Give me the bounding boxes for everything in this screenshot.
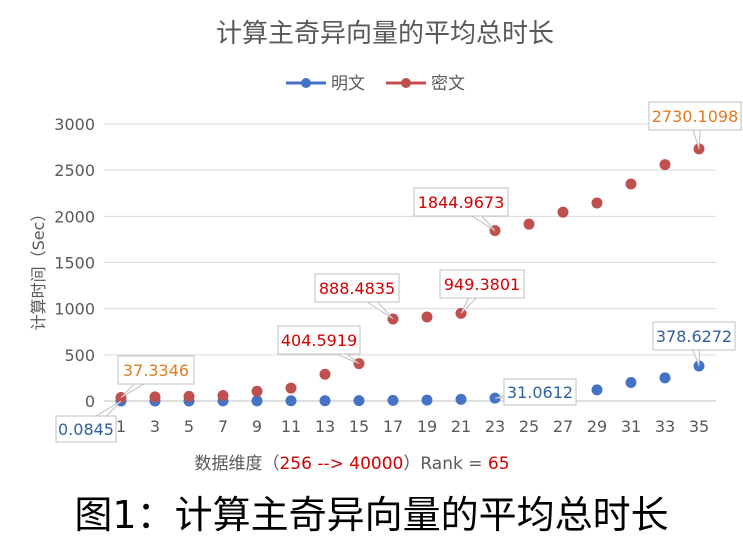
callout-label-7: 31.0612 — [507, 383, 573, 402]
point-series0-x33 — [659, 372, 671, 384]
point-series1-x7 — [217, 389, 229, 401]
legend-marker-1 — [401, 78, 411, 88]
x-tick-label-19: 19 — [417, 417, 437, 436]
x-axis-ticks: 1 3 5 7 9 11 13 15 17 19 21 23 25 27 29 31 33 35 — [116, 417, 709, 436]
callout-box-2 — [277, 325, 361, 355]
y-tick-label-0: 0 — [85, 392, 95, 411]
x-tick-label-23: 23 — [485, 417, 505, 436]
point-series1-x11 — [285, 382, 297, 394]
point-series0-x21 — [455, 393, 467, 405]
point-series1-x25 — [523, 218, 535, 230]
callout-box-5 — [413, 187, 509, 217]
figure-caption-text: 计算主奇异向量的平均总时长 — [174, 493, 669, 537]
x-axis-label-range: 256 --> 40000 — [279, 454, 403, 474]
point-series0-x29 — [591, 384, 603, 396]
point-series1-x31 — [625, 178, 637, 190]
point-series1-x3 — [149, 391, 161, 403]
point-series1-x13 — [319, 368, 331, 380]
x-tick-label-7: 7 — [218, 417, 228, 436]
point-series0-x19 — [421, 394, 433, 406]
legend: 明文 密文 — [286, 74, 465, 94]
point-series1-x19 — [421, 311, 433, 323]
point-series0-x17 — [387, 394, 399, 406]
y-tick-label-3000: 3000 — [54, 115, 95, 134]
callout-label-2: 404.5919 — [281, 331, 357, 350]
callout-label-0: 0.0845 — [58, 420, 114, 439]
y-tick-label-2000: 2000 — [54, 207, 95, 226]
x-axis-label-middle: ）Rank = — [403, 454, 488, 474]
callout-label-6: 2730.1098 — [652, 107, 739, 126]
x-tick-label-35: 35 — [689, 417, 709, 436]
data-points — [115, 143, 705, 407]
x-tick-label-29: 29 — [587, 417, 607, 436]
point-series1-x33 — [659, 159, 671, 171]
legend-marker-0 — [301, 78, 311, 88]
x-axis-label-prefix: 数据维度（ — [194, 454, 279, 474]
figure-caption-prefix: 图1： — [74, 493, 175, 537]
point-series1-x9 — [251, 385, 263, 397]
y-tick-label-1000: 1000 — [54, 300, 95, 319]
x-axis-label: 数据维度（256 --> 40000）Rank = 65 — [194, 454, 509, 474]
callout-box-8 — [652, 321, 736, 351]
point-series0-x15 — [353, 395, 365, 407]
x-tick-label-31: 31 — [621, 417, 641, 436]
point-series1-x29 — [591, 197, 603, 209]
legend-label-0: 明文 — [331, 74, 365, 94]
callout-label-1: 37.3346 — [123, 361, 189, 380]
y-tick-label-500: 500 — [64, 346, 95, 365]
x-tick-label-5: 5 — [184, 417, 194, 436]
chart: 计算主奇异向量的平均总时长 明文 密文 0 500 1000 1500 2000 2500 3… — [29, 19, 742, 474]
callout-label-5: 1844.9673 — [418, 193, 505, 212]
point-series1-x5 — [183, 390, 195, 402]
x-tick-label-9: 9 — [252, 417, 262, 436]
x-tick-label-27: 27 — [553, 417, 573, 436]
x-tick-label-25: 25 — [519, 417, 539, 436]
x-tick-label-11: 11 — [281, 417, 301, 436]
callout-label-3: 888.4835 — [319, 279, 395, 298]
point-series0-x11 — [285, 395, 297, 407]
point-series1-x27 — [557, 206, 569, 218]
y-axis-ticks: 0 500 1000 1500 2000 2500 3000 — [54, 115, 95, 411]
callout-box-4 — [439, 269, 525, 299]
point-series0-x31 — [625, 377, 637, 389]
x-tick-label-15: 15 — [349, 417, 369, 436]
callout-label-8: 378.6272 — [656, 327, 732, 346]
x-tick-label-3: 3 — [150, 417, 160, 436]
data-callouts: 0.0845 37.3346 404.5919 888.4835 949.3801 184… — [55, 101, 742, 443]
point-series0-x13 — [319, 395, 331, 407]
callout-box-7 — [503, 378, 577, 406]
x-tick-label-33: 33 — [655, 417, 675, 436]
x-tick-label-21: 21 — [451, 417, 471, 436]
x-tick-label-13: 13 — [315, 417, 335, 436]
y-tick-label-2500: 2500 — [54, 161, 95, 180]
x-axis-label-rank: 65 — [488, 454, 510, 474]
figure-caption: 图1：计算主奇异向量的平均总时长 — [0, 484, 743, 539]
callout-label-4: 949.3801 — [444, 275, 520, 294]
y-axis-label: 计算时间（Sec） — [29, 206, 48, 331]
point-series0-x9 — [251, 395, 263, 407]
grid-lines — [104, 123, 716, 402]
callout-box-6 — [648, 101, 742, 131]
y-tick-label-1500: 1500 — [54, 254, 95, 273]
callout-box-0 — [55, 415, 117, 443]
x-tick-label-17: 17 — [383, 417, 403, 436]
callout-box-1 — [117, 355, 195, 385]
chart-title: 计算主奇异向量的平均总时长 — [216, 19, 554, 49]
callout-box-3 — [314, 273, 400, 303]
x-tick-label-1: 1 — [116, 417, 126, 436]
legend-label-1: 密文 — [431, 74, 465, 94]
